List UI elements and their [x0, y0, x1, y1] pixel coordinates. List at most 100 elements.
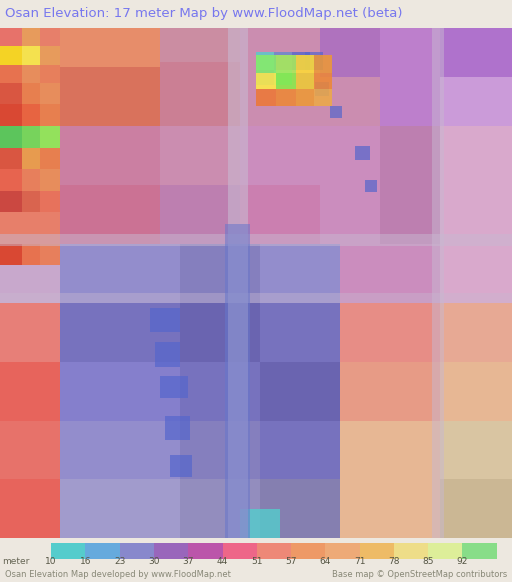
Bar [40, 244, 60, 265]
Bar [380, 126, 440, 244]
Bar [256, 89, 276, 107]
Bar [314, 55, 332, 73]
Bar [0, 148, 22, 169]
Bar [22, 65, 40, 83]
Text: 71: 71 [354, 557, 366, 566]
Bar [296, 55, 314, 73]
Bar [440, 28, 512, 77]
Bar [40, 169, 60, 191]
Bar [314, 73, 332, 89]
Bar [256, 52, 274, 70]
Bar [359, 542, 394, 559]
Text: Osan Elevation Map developed by www.FloodMap.net: Osan Elevation Map developed by www.Floo… [5, 570, 231, 579]
Bar [160, 185, 240, 244]
Bar [240, 28, 320, 126]
Bar [0, 105, 22, 126]
Text: 37: 37 [182, 557, 194, 566]
Bar [260, 361, 340, 421]
Bar [256, 73, 276, 89]
Bar [180, 421, 260, 480]
Bar [240, 509, 280, 538]
Bar [260, 480, 340, 538]
Bar [40, 191, 60, 212]
Bar [150, 308, 180, 332]
Bar [40, 28, 60, 45]
Bar [0, 421, 60, 480]
Bar [292, 52, 310, 70]
Text: 57: 57 [285, 557, 297, 566]
Bar [394, 542, 428, 559]
Bar [276, 55, 296, 73]
Bar [60, 244, 180, 303]
Bar [180, 480, 260, 538]
Bar [60, 185, 160, 244]
Bar [22, 126, 40, 148]
Bar [291, 542, 325, 559]
Bar [60, 421, 180, 480]
Bar [0, 191, 22, 212]
Bar [223, 542, 257, 559]
Bar [440, 421, 512, 480]
Bar [256, 55, 276, 73]
Text: 85: 85 [422, 557, 434, 566]
Bar [440, 480, 512, 538]
Bar [314, 89, 332, 107]
Bar [462, 542, 497, 559]
Bar [0, 480, 60, 538]
Bar [22, 28, 40, 45]
Bar [60, 126, 160, 185]
Bar [320, 28, 380, 77]
Bar [22, 45, 40, 65]
Bar [60, 28, 160, 67]
Bar [0, 65, 22, 83]
Bar [40, 105, 60, 126]
Bar [340, 421, 440, 480]
Bar [260, 244, 340, 303]
Bar [0, 45, 22, 65]
Bar [0, 361, 60, 421]
Bar [160, 62, 240, 126]
Bar [274, 52, 292, 70]
Bar [60, 361, 180, 421]
Text: 51: 51 [251, 557, 263, 566]
Bar [22, 148, 40, 169]
Text: 16: 16 [80, 557, 91, 566]
Bar [170, 455, 192, 477]
Bar [0, 244, 22, 265]
Bar [40, 148, 60, 169]
Bar [154, 542, 188, 559]
Bar [225, 224, 250, 538]
Bar [180, 361, 260, 421]
Text: meter: meter [3, 557, 30, 566]
Bar [325, 542, 359, 559]
Bar [440, 77, 512, 126]
Bar [165, 416, 190, 440]
Bar [0, 212, 60, 244]
Bar [320, 126, 380, 244]
Bar [260, 303, 340, 361]
Bar [340, 303, 440, 361]
Bar [22, 105, 40, 126]
Bar [440, 361, 512, 421]
Bar [440, 303, 512, 361]
Bar [0, 303, 60, 361]
Bar [0, 28, 22, 45]
Bar [86, 542, 120, 559]
Bar [40, 65, 60, 83]
Bar [60, 303, 180, 361]
Bar [40, 126, 60, 148]
Bar [240, 126, 320, 185]
Bar [365, 180, 377, 192]
Bar [0, 169, 22, 191]
Bar [180, 244, 260, 303]
Bar [160, 28, 240, 62]
Bar [274, 70, 292, 85]
Bar [440, 244, 512, 303]
Bar [330, 107, 342, 118]
Text: 44: 44 [217, 557, 228, 566]
Bar [276, 73, 296, 89]
Bar [340, 244, 440, 303]
Bar [340, 480, 440, 538]
Bar [60, 67, 160, 126]
Bar [51, 542, 86, 559]
